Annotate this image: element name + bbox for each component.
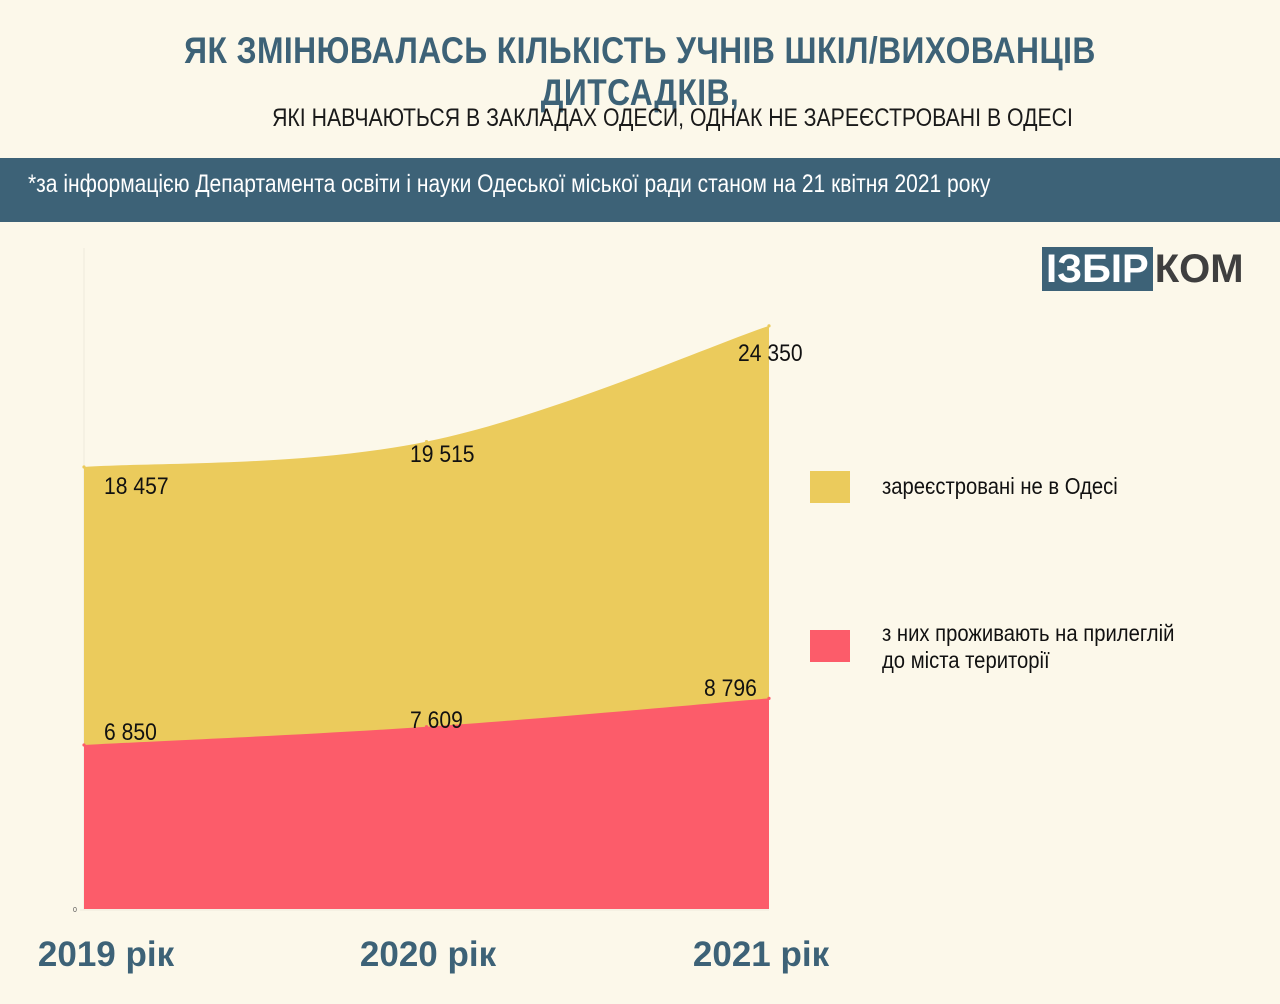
- source-band: [0, 158, 1280, 222]
- data-point-registered-elsewhere-2: [767, 324, 771, 328]
- page-subtitle: ЯКІ НАВЧАЮТЬСЯ В ЗАКЛАДАХ ОДЕСИ, ОДНАК Н…: [272, 104, 1073, 132]
- x-tick-label-2: 2021 рік: [693, 935, 830, 974]
- legend-swatch-suburb-residents: [810, 630, 850, 662]
- data-point-registered-elsewhere-0: [82, 465, 86, 469]
- page-title: ЯК ЗМІНЮВАЛАСЬ КІЛЬКІСТЬ УЧНІВ ШКІЛ/ВИХО…: [184, 30, 1096, 113]
- legend-label-registered-elsewhere: зареєстровані не в Одесі: [882, 473, 1118, 500]
- legend-line-0-0: зареєстровані не в Одесі: [882, 473, 1118, 499]
- x-tick-label-1: 2020 рік: [360, 935, 497, 974]
- area-series-suburb-residents: [84, 698, 769, 909]
- izbirkom-logo: ІЗБІР КОМ: [1042, 247, 1244, 291]
- legend-line-1-1: до міста території: [882, 647, 1050, 673]
- legend-line-1-0: з них проживають на прилеглій: [882, 620, 1175, 646]
- data-label-suburb-residents-2: 8 796: [704, 675, 757, 702]
- data-label-suburb-residents-0: 6 850: [104, 719, 157, 746]
- data-label-suburb-residents-1: 7 609: [410, 707, 463, 734]
- data-point-suburb-residents-0: [82, 743, 86, 747]
- logo-part-1: ІЗБІР: [1042, 247, 1153, 291]
- data-point-suburb-residents-2: [767, 696, 771, 700]
- source-note: *за інформацією Департамента освіти і на…: [28, 170, 991, 198]
- data-label-registered-elsewhere-1: 19 515: [410, 441, 475, 468]
- legend-label-suburb-residents: з них проживають на прилеглій до міста те…: [882, 620, 1174, 674]
- data-label-registered-elsewhere-2: 24 350: [738, 340, 803, 367]
- logo-part-2: КОМ: [1154, 247, 1244, 291]
- x-tick-label-0: 2019 рік: [38, 935, 175, 974]
- data-point-suburb-residents-1: [424, 725, 429, 729]
- y-zero-label: 0: [73, 907, 77, 914]
- data-label-registered-elsewhere-0: 18 457: [104, 473, 169, 500]
- data-point-registered-elsewhere-1: [424, 440, 429, 444]
- legend-swatch-registered-elsewhere: [810, 471, 850, 503]
